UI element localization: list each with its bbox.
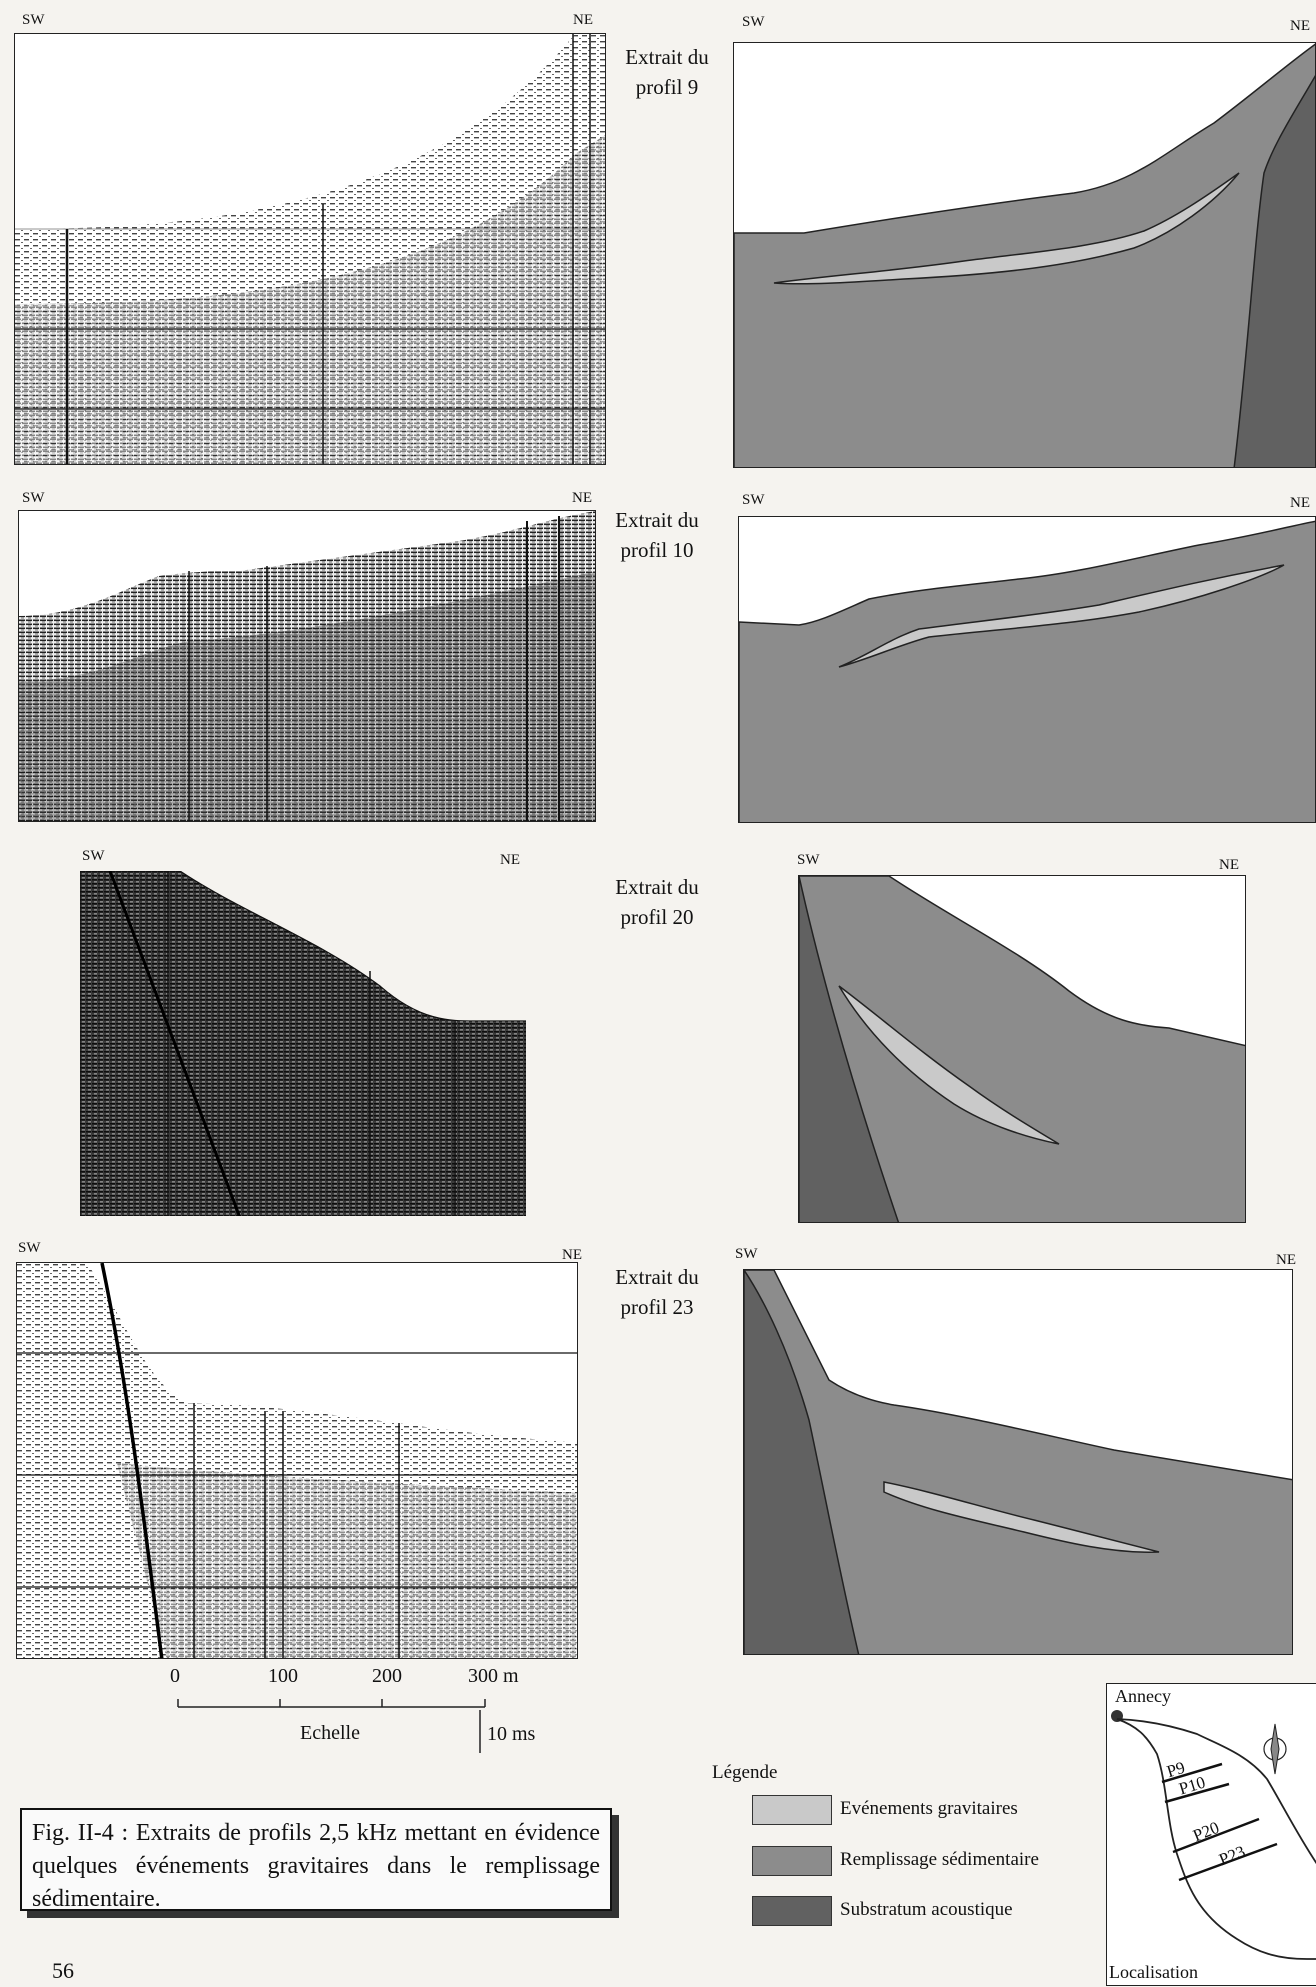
profile20-interp-ne-label: NE — [1219, 857, 1239, 873]
profile23-interpretation-panel — [743, 1269, 1293, 1655]
profile10-caption: Extrait du profil 10 — [602, 505, 712, 565]
profile23-seismic-panel — [16, 1262, 578, 1659]
localisation-map: Annecy P9 P10 P20 P23 Localisation — [1106, 1683, 1316, 1986]
profile23-interp-ne-label: NE — [1276, 1252, 1296, 1268]
profile20-seismic-ne-label: NE — [500, 852, 520, 868]
profile10-interp-sw-label: SW — [742, 492, 765, 508]
profile20-seismic-sw-label: SW — [82, 848, 105, 864]
scale-tick-200: 200 — [372, 1665, 402, 1687]
profile23-seismic-image — [17, 1263, 577, 1658]
profile23-seismic-ne-label: NE — [562, 1247, 582, 1263]
map-city-label: Annecy — [1115, 1686, 1171, 1706]
profile9-seismic-sw-label: SW — [22, 12, 45, 28]
profile9-caption-line2: profil 9 — [635, 75, 699, 99]
profile20-interpretation-panel — [798, 875, 1246, 1223]
profile10-seismic-ne-label: NE — [572, 490, 592, 506]
scale-label: Echelle — [300, 1722, 360, 1744]
profile20-caption-line2: profil 20 — [620, 905, 694, 929]
profile9-interp-ne-label: NE — [1290, 18, 1310, 34]
scale-tick-300: 300 m — [468, 1665, 519, 1687]
page-number: 56 — [52, 1960, 74, 1983]
scale-tick-0: 0 — [170, 1665, 180, 1687]
scale-axis — [177, 1699, 486, 1753]
profile9-seismic-ne-label: NE — [573, 12, 593, 28]
profile9-interpretation-drawing — [734, 43, 1315, 467]
legend-swatch-substratum — [752, 1896, 832, 1926]
profile20-seismic-image — [80, 871, 526, 1216]
profile9-caption-line1: Extrait du — [625, 45, 709, 69]
profile9-seismic-image — [15, 34, 605, 464]
profile23-caption-line2: profil 23 — [620, 1295, 694, 1319]
profile23-caption: Extrait du profil 23 — [602, 1262, 712, 1322]
profile10-seismic-sw-label: SW — [22, 490, 45, 506]
map-localisation-label: Localisation — [1109, 1962, 1198, 1982]
north-arrow-icon — [1263, 1723, 1287, 1775]
profile23-interpretation-drawing — [744, 1270, 1292, 1654]
legend-title: Légende — [712, 1762, 778, 1783]
profile10-interp-ne-label: NE — [1290, 495, 1310, 511]
profile9-seismic-panel — [14, 33, 606, 465]
profile9-interpretation-panel — [733, 42, 1316, 468]
profile23-interp-sw-label: SW — [735, 1246, 758, 1262]
profile10-caption-line2: profil 10 — [620, 538, 694, 562]
profile10-seismic-panel — [18, 510, 596, 822]
legend-label-gravitaires: Evénements gravitaires — [840, 1798, 1018, 1819]
profile23-caption-line1: Extrait du — [615, 1265, 699, 1289]
profile20-caption: Extrait du profil 20 — [602, 872, 712, 932]
profile23-seismic-sw-label: SW — [18, 1240, 41, 1256]
scale-tick-100: 100 — [268, 1665, 298, 1687]
scale-vertical-label: 10 ms — [487, 1723, 536, 1745]
profile10-seismic-image — [19, 511, 595, 821]
profile20-seismic-panel — [79, 870, 527, 1217]
legend: Légende Evénements gravitaires Remplissa… — [712, 1762, 1092, 1962]
profile10-interpretation-drawing — [739, 520, 1315, 822]
profile10-interpretation-panel — [738, 516, 1316, 823]
legend-label-remplissage: Remplissage sédimentaire — [840, 1849, 1039, 1870]
legend-swatch-remplissage — [752, 1846, 832, 1876]
figure-caption: Fig. II-4 : Extraits de profils 2,5 kHz … — [20, 1808, 612, 1912]
profile20-interp-sw-label: SW — [797, 852, 820, 868]
profile10-caption-line1: Extrait du — [615, 508, 699, 532]
map-drawing — [1111, 1710, 1316, 1960]
profile20-caption-line1: Extrait du — [615, 875, 699, 899]
profile9-interp-sw-label: SW — [742, 14, 765, 30]
scale-bar: 0 100 200 300 m Echelle 10 ms — [150, 1665, 570, 1755]
legend-label-substratum: Substratum acoustique — [840, 1899, 1013, 1920]
profile9-caption: Extrait du profil 9 — [612, 42, 722, 102]
legend-swatch-gravitaires — [752, 1795, 832, 1825]
profile20-interpretation-drawing — [799, 876, 1245, 1222]
